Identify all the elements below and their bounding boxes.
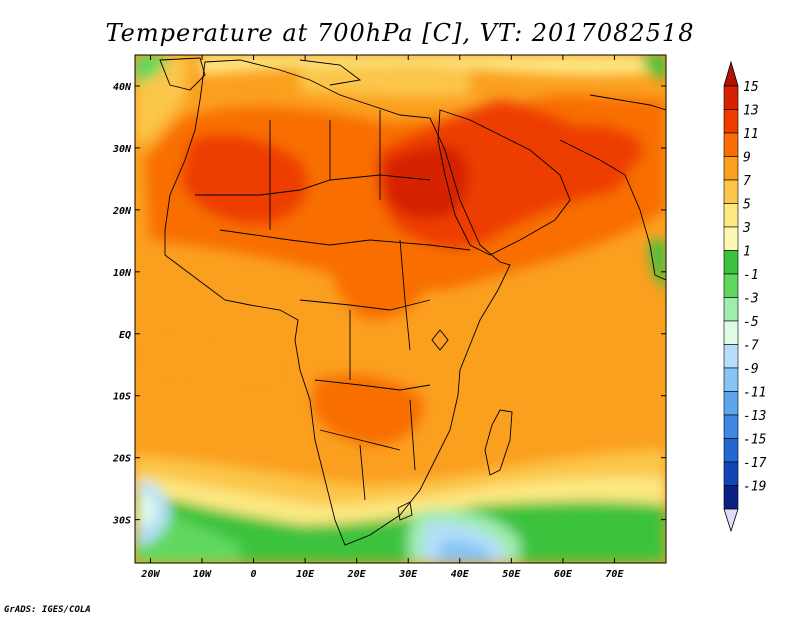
lon-tick-label: 50E [502,569,521,580]
colorbar-swatch [723,438,739,463]
lat-tick-label: 20N [112,206,132,217]
colorbar-swatch [723,109,739,134]
lat-tick-label: 30N [112,144,132,155]
colorbar-swatch [723,414,739,439]
colorbar-label: 7 [743,174,751,189]
lon-tick-label: 20E [347,569,367,580]
lon-tick-label: 10W [193,569,212,580]
lat-tick-label: 10S [113,392,131,403]
colorbar-swatch [723,132,739,157]
colorbar-label: 9 [743,151,751,166]
colorbar-label: -1 [743,268,759,283]
temperature-field [135,55,666,563]
colorbar-label: 1 [743,245,751,260]
lon-tick-label: 70E [605,569,624,580]
lat-tick-label: 20S [112,454,131,465]
colorbar-bottom-cap [723,508,739,533]
colorbar-swatch [723,85,739,110]
colorbar-label: -17 [743,456,767,471]
lon-tick-label: 20W [140,569,160,580]
colorbar-swatch [723,461,739,486]
colorbar-swatch [723,367,739,392]
colorbar-label: -7 [743,339,759,354]
colorbar-swatch [723,203,739,228]
map-title: Temperature at 700hPa [C], VT: 201708251… [106,19,695,47]
colorbar-swatch [723,250,739,275]
lon-tick-label: 40E [451,569,470,580]
lon-tick-label: 30E [398,569,418,580]
colorbar-label: 15 [743,80,759,95]
latitude-axis: 40N 30N 20N 10N EQ 10S 20S 30S [112,82,666,527]
lat-tick-label: 10N [113,268,132,279]
colorbar-swatch [723,156,739,181]
colorbar-label: 5 [743,198,751,213]
colorbar-label: 11 [743,127,759,142]
colorbar-swatch [723,391,739,416]
colorbar-swatch [723,179,739,204]
lat-tick-label: EQ [119,330,131,341]
lon-tick-label: 0 [251,569,257,580]
colorbar-swatch [723,297,739,322]
colorbar-label: -15 [743,433,767,448]
colorbar-label: -5 [743,315,759,330]
colorbar-label: -11 [743,386,766,401]
longitude-axis: 20W 10W 0 10E 20E 30E 40E 50E 60E 70E [140,55,624,580]
map-frame [134,54,667,564]
colorbar-label: -9 [743,362,759,377]
colorbar-swatch [723,273,739,298]
colorbar-swatch [723,320,739,345]
lon-tick-label: 10E [296,569,315,580]
colorbar-label: 3 [742,221,751,236]
colorbar-top-cap [723,60,739,87]
grads-credit: GrADS: IGES/COLA [4,605,91,615]
colorbar-label: -13 [743,409,766,424]
colorbar-swatch [723,226,739,251]
colorbar-label: 13 [743,104,759,119]
colorbar-label: -19 [743,480,766,495]
colorbar-swatch [723,485,739,510]
coastlines [159,57,666,546]
lat-tick-label: 40N [113,82,132,93]
lon-tick-label: 60E [554,569,573,580]
lat-tick-label: 30S [112,516,131,527]
colorbar-legend: 15 13 11 9 7 5 3 1 -1 -3 -5 -7 -9 -11 -13 -15 -17 -19 [723,60,767,533]
colorbar-swatch [723,344,739,369]
colorbar-label: -3 [743,292,759,307]
